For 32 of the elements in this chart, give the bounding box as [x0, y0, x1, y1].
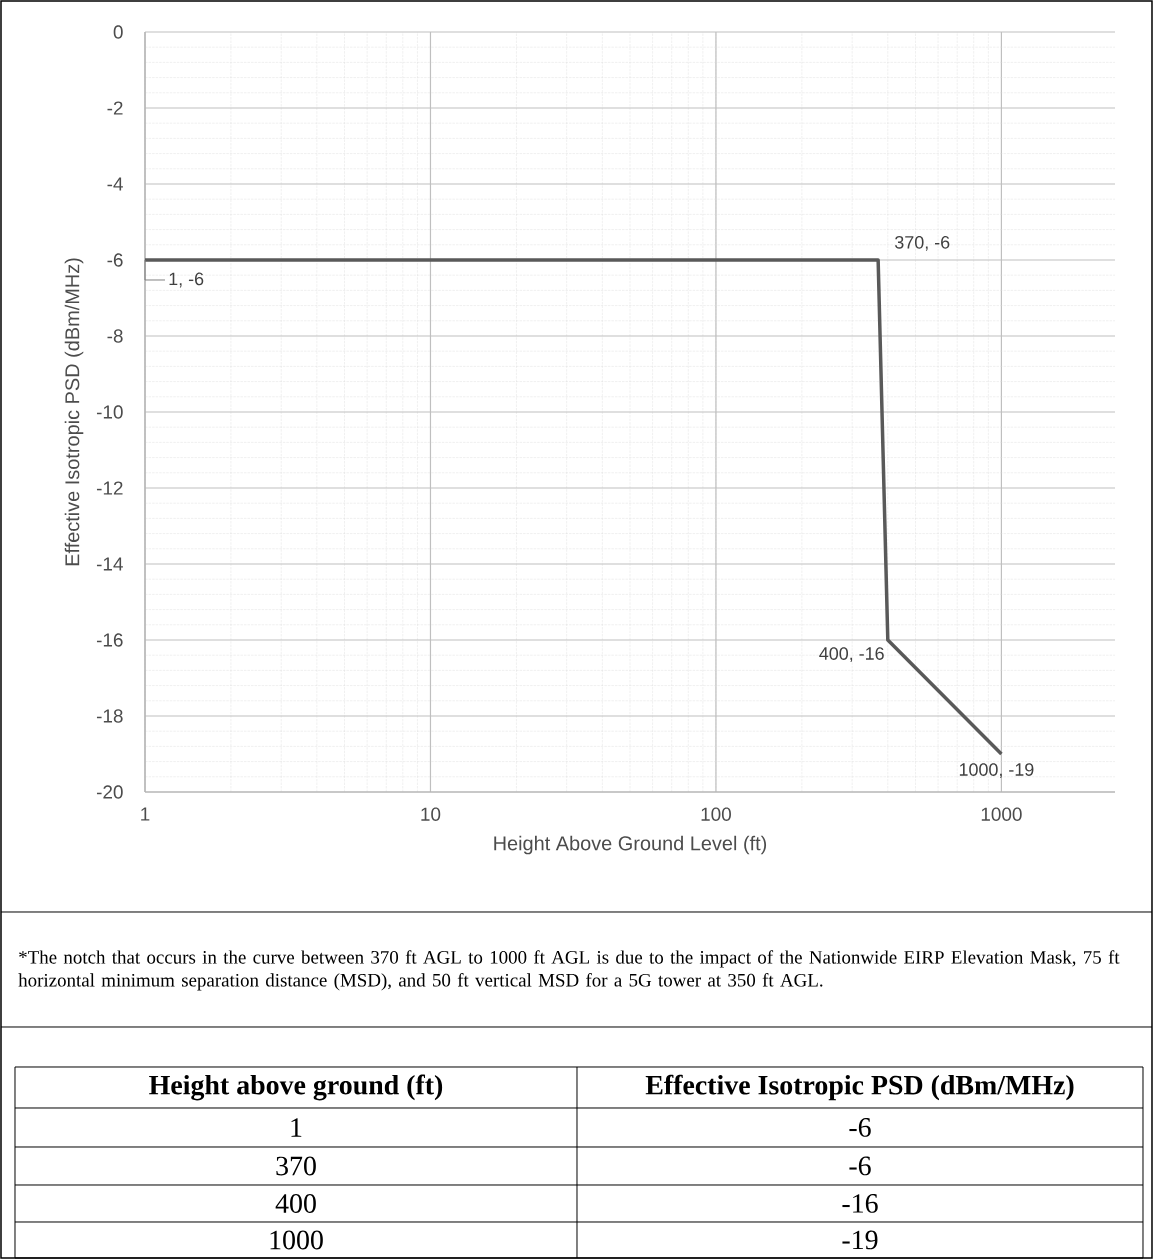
text: 1000 — [270, 1230, 323, 1250]
x-axis-title: Height Above Ground Level (ft) — [494, 835, 767, 855]
text: 400 — [275, 1194, 316, 1213]
y-tick-label: 0 — [113, 25, 123, 39]
y-axis-title: Effective Isotropic PSD (dBm/MHz) — [64, 258, 84, 566]
y-tick-label: -14 — [96, 557, 123, 571]
x-tick-label: 10 — [421, 807, 441, 821]
text: Effective Isotropic PSD (dBm/MHz) — [645, 1074, 1074, 1101]
data-label: 400, -16 — [819, 647, 884, 663]
data-label: 1, -6 — [169, 272, 204, 288]
y-tick-label: -6 — [107, 253, 123, 267]
text: 1 — [291, 1118, 302, 1137]
text: -16 — [842, 1194, 878, 1213]
y-tick-label: -10 — [96, 405, 123, 419]
y-tick-label: -8 — [107, 329, 123, 343]
y-tick-label: -12 — [96, 481, 123, 495]
text: -19 — [842, 1230, 878, 1250]
text: *The notch that occurs in the curve between 370 ft AGL to 1000 ft AGL is due to the impact of the Nationwide EIRP Elevation Mask, 75 ft horizontal minimum separation distance (MSD), and 50 ft vertical MSD for a 5G tower at 350 ft AGL. — [18, 950, 1120, 991]
text: -6 — [849, 1118, 871, 1137]
y-tick-label: -4 — [107, 177, 123, 191]
x-tick-label: 1 — [141, 807, 150, 821]
data-label: 1000, -19 — [959, 763, 1034, 779]
data-label: 370, -6 — [895, 235, 950, 251]
y-tick-label: -18 — [96, 709, 123, 723]
y-tick-label: -2 — [107, 101, 123, 115]
x-tick-label: 1000 — [981, 807, 1022, 821]
text: Height above ground (ft) — [149, 1074, 443, 1101]
text: -6 — [849, 1156, 871, 1176]
x-tick-label: 100 — [701, 807, 731, 821]
y-tick-label: -16 — [96, 633, 123, 647]
y-tick-label: -20 — [96, 785, 123, 799]
text: 370 — [276, 1156, 316, 1176]
